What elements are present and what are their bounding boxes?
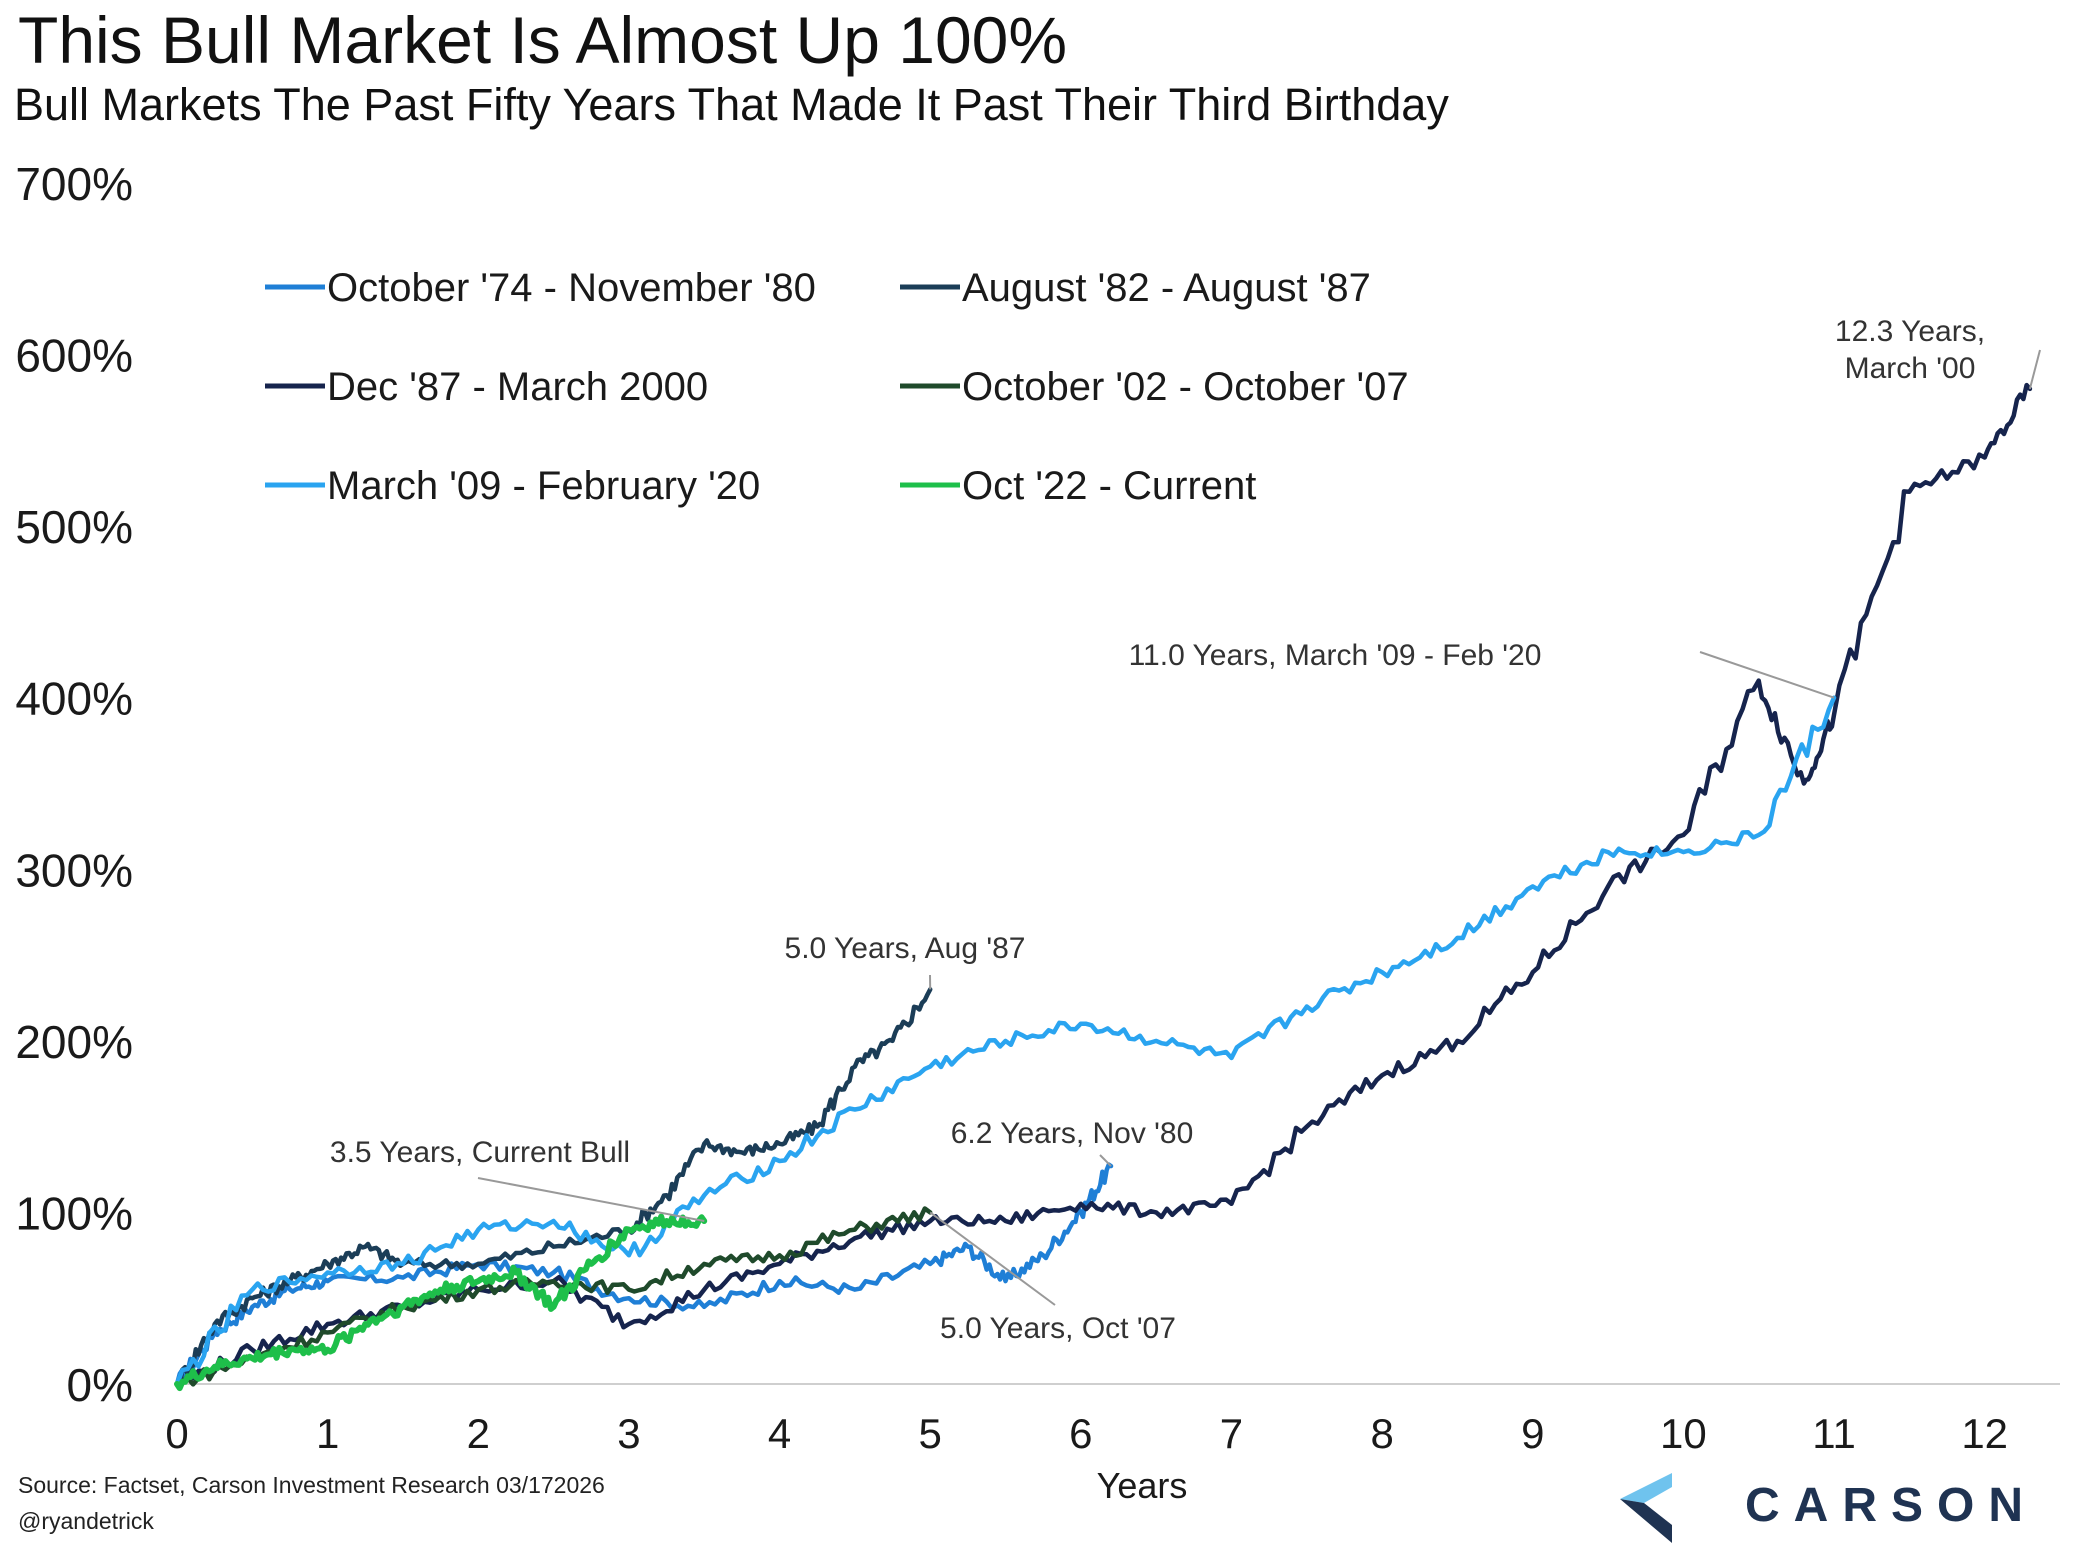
annotation-leader [477, 1177, 705, 1222]
series-line [174, 987, 933, 1389]
legend-label: Dec '87 - March 2000 [327, 365, 708, 409]
series-line [174, 1213, 708, 1392]
annotation-label: 3.5 Years, Current Bull [330, 1136, 630, 1169]
series-line [174, 695, 1837, 1387]
annotation-leader [1099, 1154, 1112, 1167]
annotation-label: 11.0 Years, March '09 - Feb '20 [1129, 639, 1542, 672]
carson-logo-mark-bottom [1620, 1499, 1672, 1543]
x-tick-label: 7 [1220, 1410, 1243, 1457]
annotation-label: 6.2 Years, Nov '80 [951, 1117, 1194, 1150]
x-tick-label: 11 [1812, 1410, 1856, 1457]
y-tick-label: 400% [15, 673, 133, 725]
x-tick-label: 0 [165, 1410, 188, 1457]
author-handle: @ryandetrick [18, 1508, 154, 1534]
annotation-label: 5.0 Years, Oct '07 [940, 1312, 1176, 1345]
x-tick-label: 10 [1660, 1410, 1707, 1457]
brand-name: CARSON [1745, 1479, 2038, 1532]
y-tick-label: 0% [67, 1359, 133, 1411]
annotation-label: March '00 [1845, 352, 1976, 385]
y-tick-label: 600% [15, 330, 133, 382]
legend-label: March '09 - February '20 [327, 464, 760, 508]
x-tick-label: 6 [1069, 1410, 1092, 1457]
legend-label: Oct '22 - Current [962, 464, 1256, 508]
x-tick-label: 2 [467, 1410, 490, 1457]
x-tick-label: 9 [1521, 1410, 1544, 1457]
y-tick-label: 700% [15, 158, 133, 210]
x-tick-label: 3 [617, 1410, 640, 1457]
annotation-leader [1699, 651, 1835, 699]
annotation-leader [929, 1211, 1056, 1306]
annotation-label: 5.0 Years, Aug '87 [785, 932, 1026, 965]
y-tick-label: 500% [15, 501, 133, 553]
x-tick-label: 12 [1961, 1410, 2008, 1457]
legend-label: August '82 - August '87 [962, 266, 1371, 310]
x-tick-label: 8 [1370, 1410, 1393, 1457]
y-tick-label: 100% [15, 1187, 133, 1239]
annotation-label: 12.3 Years, [1835, 315, 1985, 348]
x-tick-label: 4 [768, 1410, 791, 1457]
chart-title: This Bull Market Is Almost Up 100% [18, 3, 1068, 77]
x-axis-label: Years [1097, 1465, 1188, 1506]
y-tick-label: 300% [15, 844, 133, 896]
x-tick-label: 1 [316, 1410, 339, 1457]
series-line [174, 1162, 1114, 1387]
chart-subtitle: Bull Markets The Past Fifty Years That M… [14, 79, 1449, 130]
carson-logo-mark-top [1620, 1473, 1672, 1503]
y-tick-label: 200% [15, 1016, 133, 1068]
legend-label: October '74 - November '80 [327, 266, 816, 310]
series-line [174, 1206, 933, 1387]
carson-logo [1620, 1473, 1672, 1543]
legend-label: October '02 - October '07 [962, 365, 1409, 409]
x-tick-label: 5 [919, 1410, 942, 1457]
source-note: Source: Factset, Carson Investment Resea… [18, 1472, 605, 1498]
annotation-leader [2028, 349, 2041, 390]
